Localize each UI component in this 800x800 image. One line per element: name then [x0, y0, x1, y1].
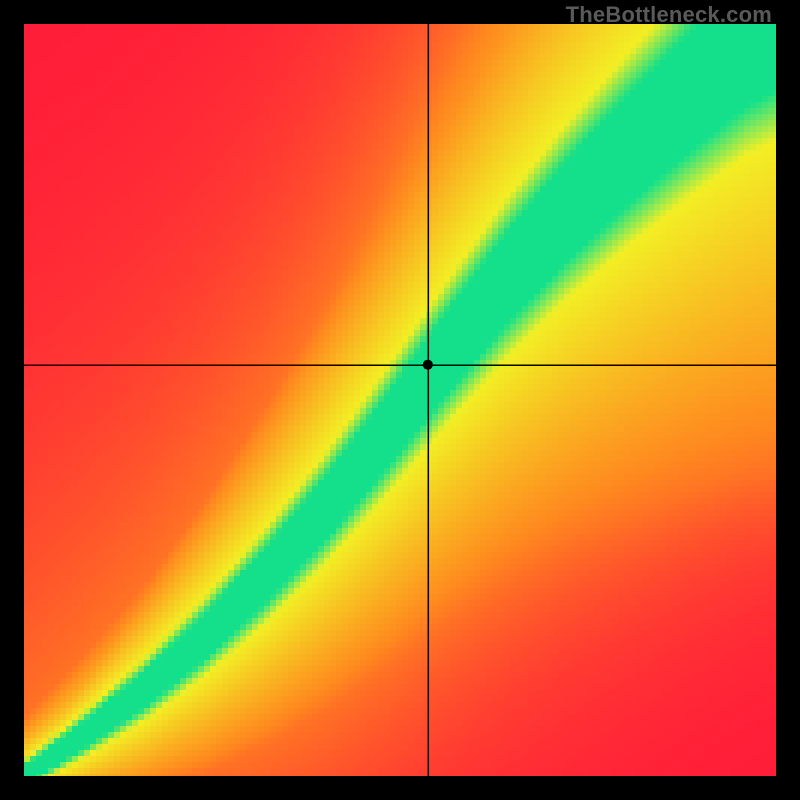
bottleneck-heatmap — [24, 24, 776, 776]
watermark-text: TheBottleneck.com — [566, 2, 772, 28]
